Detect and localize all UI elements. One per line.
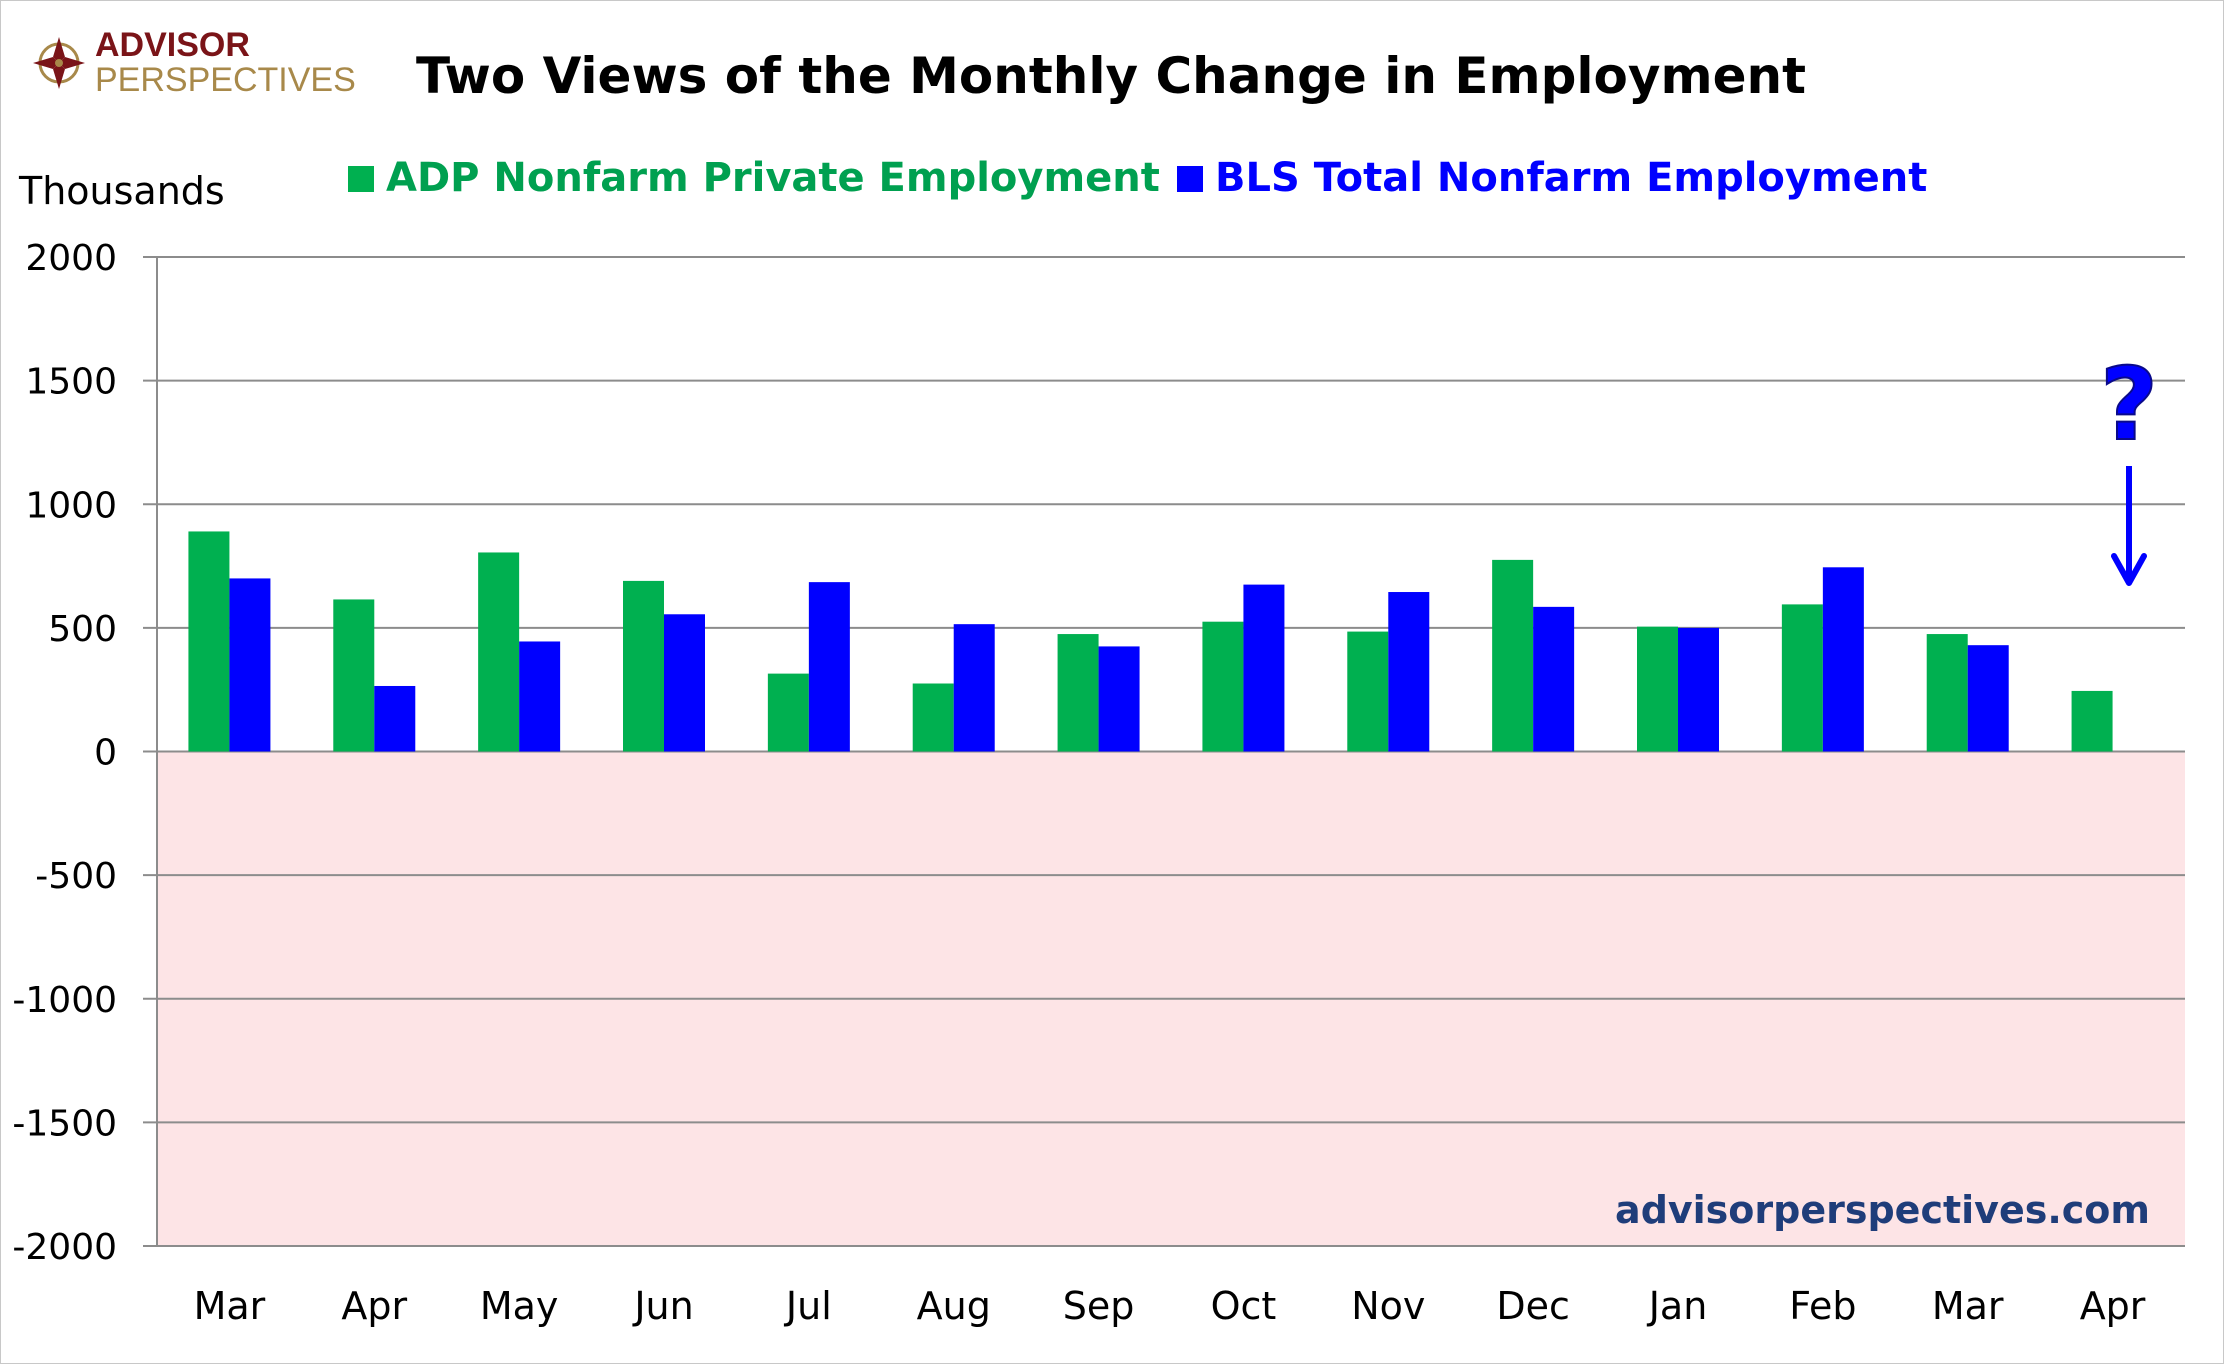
x-tick-label: Mar — [1932, 1284, 2004, 1328]
legend: ADP Nonfarm Private Employment BLS Total… — [348, 155, 1927, 201]
y-tick-label: -2000 — [12, 1227, 117, 1268]
question-mark: ? — [2100, 346, 2158, 463]
bar-adp — [1781, 604, 1823, 752]
bar-adp — [1057, 634, 1099, 752]
y-tick-label: -500 — [35, 856, 117, 897]
y-tick-label: -1500 — [12, 1103, 117, 1144]
bar-adp — [912, 683, 954, 752]
watermark: advisorperspectives.com — [1615, 1188, 2150, 1232]
bar-adp — [1347, 631, 1389, 752]
bar-bls — [1388, 592, 1430, 752]
y-tick-label: -1000 — [12, 980, 117, 1021]
y-tick-label: 1500 — [25, 362, 117, 403]
bar-adp — [1202, 621, 1244, 752]
bar-adp — [1637, 626, 1678, 752]
logo-line2: PERSPECTIVES — [95, 61, 356, 99]
y-tick-label: 500 — [48, 609, 117, 650]
x-tick-label: Jul — [784, 1284, 832, 1328]
bar-adp — [2071, 690, 2113, 752]
bar-bls — [1678, 627, 1719, 752]
bar-adp — [623, 580, 664, 752]
bar-bls — [519, 641, 561, 752]
compass-icon — [33, 37, 85, 89]
x-tick-label: Dec — [1496, 1284, 1570, 1328]
chart-title: Two Views of the Monthly Change in Emplo… — [416, 47, 1806, 105]
bar-bls — [229, 578, 271, 752]
x-tick-label: Apr — [341, 1284, 407, 1328]
bar-bls — [1967, 645, 2009, 752]
legend-swatch-adp — [348, 166, 374, 192]
x-tick-label: Nov — [1351, 1284, 1425, 1328]
forecast-annotation: ? — [2099, 345, 2159, 586]
logo-line1: ADVISOR — [95, 26, 250, 64]
bar-adp — [1492, 559, 1534, 752]
legend-label-adp: ADP Nonfarm Private Employment — [386, 155, 1160, 201]
y-tick-label: 2000 — [25, 238, 117, 279]
bar-bls — [664, 614, 705, 752]
x-tick-label: Jun — [632, 1284, 693, 1328]
bar-bls — [1822, 567, 1864, 752]
x-tick-label: Oct — [1211, 1284, 1277, 1328]
advisor-perspectives-logo: ADVISOR PERSPECTIVES — [33, 26, 356, 99]
bar-bls — [953, 624, 995, 752]
bar-adp — [1926, 634, 1968, 752]
plot-area: 2000 1500 1000 500 0 -500 -1000 -1500 -2000 Mar Ap… — [12, 238, 2185, 1328]
bar-bls — [374, 685, 416, 752]
bar-bls — [1098, 646, 1140, 752]
x-tick-label: Jan — [1647, 1284, 1708, 1328]
x-tick-label: Mar — [194, 1284, 266, 1328]
bar-bls — [1243, 584, 1285, 752]
bar-adp — [478, 552, 520, 752]
bar-adp — [767, 673, 809, 752]
x-tick-label: Aug — [917, 1284, 991, 1328]
bar-bls — [808, 582, 850, 752]
bar-bls — [1533, 606, 1575, 752]
x-tick-label: May — [480, 1284, 559, 1328]
y-tick-label: 0 — [94, 733, 117, 774]
x-tick-label: Feb — [1789, 1284, 1856, 1328]
y-axis-title: Thousands — [18, 169, 225, 213]
legend-label-bls: BLS Total Nonfarm Employment — [1215, 155, 1927, 201]
bar-adp — [333, 599, 375, 752]
y-tick-label: 1000 — [25, 485, 117, 526]
x-tick-label: Apr — [2080, 1284, 2146, 1328]
bar-adp — [188, 531, 230, 752]
x-tick-label: Sep — [1063, 1284, 1135, 1328]
down-arrow-icon — [2111, 466, 2147, 586]
legend-swatch-bls — [1177, 166, 1203, 192]
